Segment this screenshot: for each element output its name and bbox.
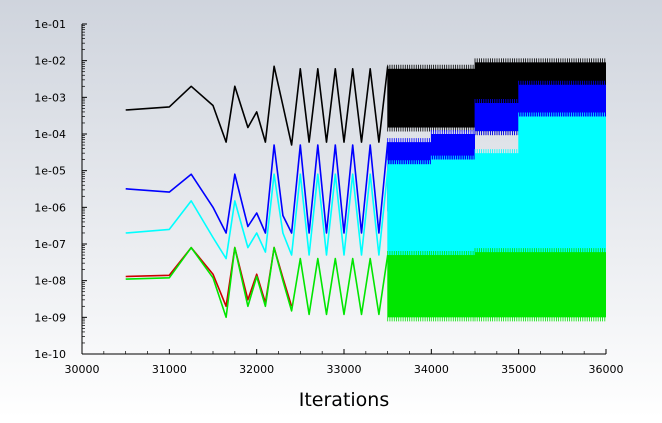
y-tick-label: 1e-01	[34, 18, 66, 31]
series-0-band-0-oscillation	[387, 64, 430, 132]
y-tick-label: 1e-06	[34, 201, 66, 214]
series-1-line	[125, 142, 389, 234]
y-tick-label: 1e-08	[34, 275, 66, 288]
x-tick-label: 31000	[152, 363, 187, 376]
series-0-line	[125, 65, 389, 146]
y-tick-label: 1e-09	[34, 311, 66, 324]
series-4-band-0-oscillation	[387, 251, 430, 322]
y-tick-label: 1e-10	[34, 348, 66, 361]
series-2	[125, 112, 606, 260]
x-tick-label: 33000	[327, 363, 362, 376]
series-4-line	[125, 246, 389, 319]
x-tick-label: 35000	[501, 363, 536, 376]
y-tick-label: 1e-02	[34, 55, 66, 68]
x-tick-label: 32000	[239, 363, 274, 376]
y-tick-label: 1e-04	[34, 128, 66, 141]
series-1-band-1-oscillation	[430, 130, 474, 164]
series-4-band-1-oscillation	[430, 251, 474, 322]
series-2-band-3-oscillation	[518, 112, 605, 260]
series-1-band-2-oscillation	[474, 99, 518, 136]
series-2-band-0-oscillation	[387, 160, 430, 260]
series-2-band-1-oscillation	[430, 155, 474, 260]
x-tick-label: 30000	[65, 363, 100, 376]
x-tick-label: 34000	[414, 363, 449, 376]
series-2-band-2-oscillation	[474, 149, 518, 260]
y-tick-label: 1e-03	[34, 91, 66, 104]
x-tick-label: 36000	[589, 363, 624, 376]
y-tick-label: 1e-05	[34, 165, 66, 178]
series-1-band-3-oscillation	[518, 80, 605, 136]
series-4	[125, 246, 606, 322]
x-axis-title: Iterations	[299, 389, 390, 411]
series-0-band-1-oscillation	[430, 64, 474, 132]
series-4-band-2-oscillation	[474, 248, 606, 322]
series-2-line	[125, 170, 389, 260]
y-tick-label: 1e-07	[34, 238, 66, 251]
